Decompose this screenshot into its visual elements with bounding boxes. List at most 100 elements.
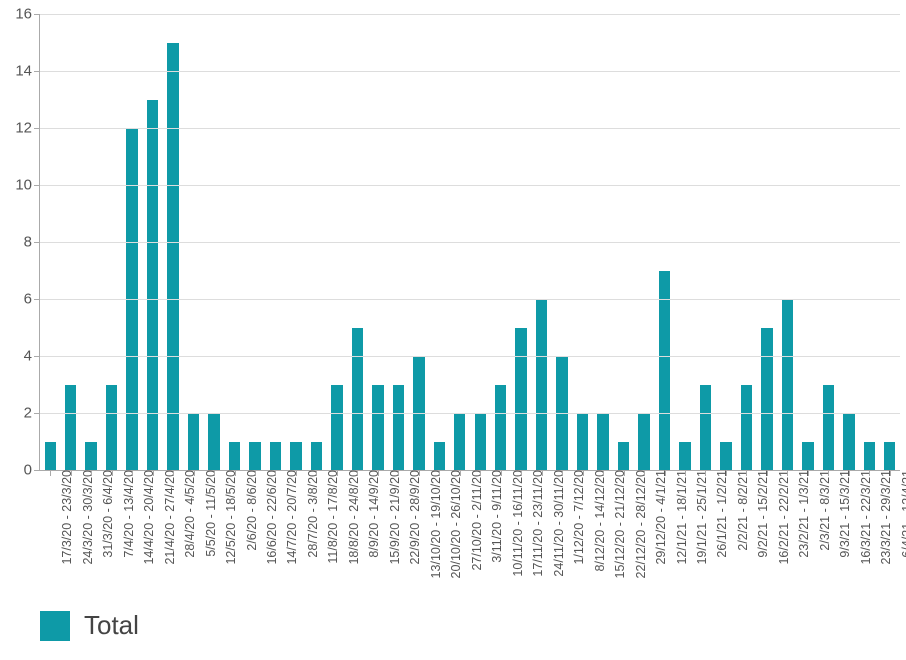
- x-axis-label: 14/4/20 - 20/4/20: [136, 470, 156, 565]
- x-axis-label: 5/5/20 - 11/5/20: [198, 470, 218, 557]
- x-axis-label: 28/7/20 - 3/8/20: [300, 470, 320, 558]
- x-tick: [685, 470, 686, 476]
- bar: [802, 442, 813, 471]
- x-axis-label: 23/2/21 - 1/3/21: [791, 470, 811, 558]
- x-tick: [439, 470, 440, 476]
- x-tick: [890, 470, 891, 476]
- x-axis-label: 24/11/20 - 30/11/20: [546, 470, 566, 577]
- x-tick: [50, 470, 51, 476]
- x-axis-label: 2/6/20 - 8/6/20: [239, 470, 259, 551]
- x-axis-label: 16/3/21 - 22/3/21: [853, 470, 873, 565]
- x-tick: [357, 470, 358, 476]
- bar: [761, 328, 772, 471]
- x-axis-label: 23/3/21 - 29/3/21: [873, 470, 893, 565]
- x-tick: [705, 470, 706, 476]
- bar: [679, 442, 690, 471]
- x-tick: [255, 470, 256, 476]
- x-tick: [583, 470, 584, 476]
- x-tick: [726, 470, 727, 476]
- x-tick: [521, 470, 522, 476]
- bar: [352, 328, 363, 471]
- x-tick: [767, 470, 768, 476]
- x-tick: [337, 470, 338, 476]
- x-tick: [644, 470, 645, 476]
- bar: [188, 413, 199, 470]
- bar: [843, 413, 854, 470]
- bar: [597, 413, 608, 470]
- x-axis-label: 9/3/21 - 15/3/21: [832, 470, 852, 558]
- y-axis-label: 12: [15, 120, 40, 137]
- y-axis-label: 2: [24, 405, 40, 422]
- x-axis-label: 31/3/20 - 6/4/20: [95, 470, 115, 558]
- y-axis-label: 10: [15, 177, 40, 194]
- x-axis-label: 26/1/21 - 1/2/21: [709, 470, 729, 558]
- gridline: [40, 242, 900, 243]
- gridline: [40, 14, 900, 15]
- x-tick: [787, 470, 788, 476]
- legend-label: Total: [84, 610, 139, 641]
- y-axis-label: 8: [24, 234, 40, 251]
- y-axis-label: 0: [24, 462, 40, 479]
- x-axis-label: 22/12/20 - 28/12/20: [628, 470, 648, 578]
- bar: [823, 385, 834, 471]
- x-axis-label: 12/1/21 - 18/1/21: [669, 470, 689, 565]
- gridline: [40, 128, 900, 129]
- x-axis-label: 27/10/20 - 2/11/20: [464, 470, 484, 571]
- bar: [618, 442, 629, 471]
- bar: [741, 385, 752, 471]
- y-axis-label: 6: [24, 291, 40, 308]
- bar: [45, 442, 56, 471]
- x-tick: [665, 470, 666, 476]
- x-axis-label: 15/12/20 - 21/12/20: [607, 470, 627, 578]
- x-axis-label: 6/4/21 - 12/4/21: [894, 470, 906, 558]
- bar: [208, 413, 219, 470]
- x-axis-label: 19/1/21 - 25/1/21: [689, 470, 709, 565]
- bar: [290, 442, 301, 471]
- x-tick: [71, 470, 72, 476]
- x-tick: [501, 470, 502, 476]
- x-axis-label: 8/12/20 - 14/12/20: [587, 470, 607, 571]
- bar: [454, 413, 465, 470]
- x-axis-label: 8/9/20 - 14/9/20: [361, 470, 381, 558]
- bar: [475, 413, 486, 470]
- bar: [65, 385, 76, 471]
- x-axis-label: 13/10/20 - 19/10/20: [423, 470, 443, 578]
- bar: [393, 385, 404, 471]
- x-tick: [194, 470, 195, 476]
- x-axis-label: 18/8/20 - 24/8/20: [341, 470, 361, 565]
- bar: [270, 442, 281, 471]
- x-axis-label: 12/5/20 - 18/5/20: [218, 470, 238, 565]
- x-tick: [235, 470, 236, 476]
- y-axis-line: [39, 14, 40, 470]
- bar: [495, 385, 506, 471]
- bar: [577, 413, 588, 470]
- x-tick: [378, 470, 379, 476]
- x-axis-label: 10/11/20 - 16/11/20: [505, 470, 525, 577]
- x-tick: [91, 470, 92, 476]
- bar: [782, 299, 793, 470]
- x-tick: [808, 470, 809, 476]
- gridline: [40, 413, 900, 414]
- chart-container: 024681012141617/3/20 - 23/3/2024/3/20 - …: [0, 0, 906, 660]
- x-tick: [480, 470, 481, 476]
- y-axis-label: 16: [15, 6, 40, 23]
- bar: [884, 442, 895, 471]
- x-tick: [746, 470, 747, 476]
- x-tick: [173, 470, 174, 476]
- gridline: [40, 185, 900, 186]
- bar: [720, 442, 731, 471]
- bar: [85, 442, 96, 471]
- x-tick: [275, 470, 276, 476]
- x-axis-label: 22/9/20 - 28/9/20: [402, 470, 422, 565]
- x-tick: [153, 470, 154, 476]
- x-axis-label: 17/3/20 - 23/3/20: [54, 470, 74, 565]
- x-axis-label: 3/11/20 - 9/11/20: [484, 470, 504, 563]
- x-tick: [132, 470, 133, 476]
- gridline: [40, 356, 900, 357]
- x-tick: [398, 470, 399, 476]
- x-axis-label: 29/12/20 - 4/1/21: [648, 470, 668, 565]
- y-axis-label: 14: [15, 63, 40, 80]
- plot-area: 024681012141617/3/20 - 23/3/2024/3/20 - …: [40, 14, 900, 470]
- x-tick: [542, 470, 543, 476]
- bar: [515, 328, 526, 471]
